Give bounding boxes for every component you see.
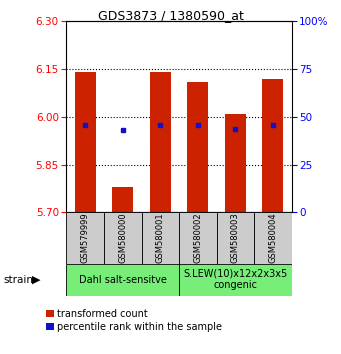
Text: GSM580001: GSM580001 (156, 213, 165, 263)
Bar (113, 187, 133, 212)
Bar (188, 82, 208, 212)
Bar (150, 72, 170, 212)
Text: GSM580000: GSM580000 (118, 213, 127, 263)
Text: GDS3873 / 1380590_at: GDS3873 / 1380590_at (98, 9, 243, 22)
Text: strain: strain (3, 275, 33, 285)
Bar (263, 79, 283, 212)
Bar (66, 264, 179, 296)
Text: GSM580002: GSM580002 (193, 213, 202, 263)
Bar (254, 212, 292, 264)
Bar (142, 212, 179, 264)
Bar (179, 212, 217, 264)
Legend: transformed count, percentile rank within the sample: transformed count, percentile rank withi… (46, 309, 222, 332)
Bar (75, 72, 95, 212)
Bar (179, 264, 292, 296)
Bar (104, 212, 142, 264)
Bar (225, 114, 246, 212)
Text: GSM579999: GSM579999 (81, 213, 90, 263)
Text: Dahl salt-sensitve: Dahl salt-sensitve (79, 275, 167, 285)
Text: GSM580004: GSM580004 (268, 213, 277, 263)
Text: S.LEW(10)x12x2x3x5
congenic: S.LEW(10)x12x2x3x5 congenic (183, 269, 287, 291)
Bar (66, 212, 104, 264)
Text: GSM580003: GSM580003 (231, 213, 240, 263)
Text: ▶: ▶ (32, 275, 40, 285)
Bar (217, 212, 254, 264)
